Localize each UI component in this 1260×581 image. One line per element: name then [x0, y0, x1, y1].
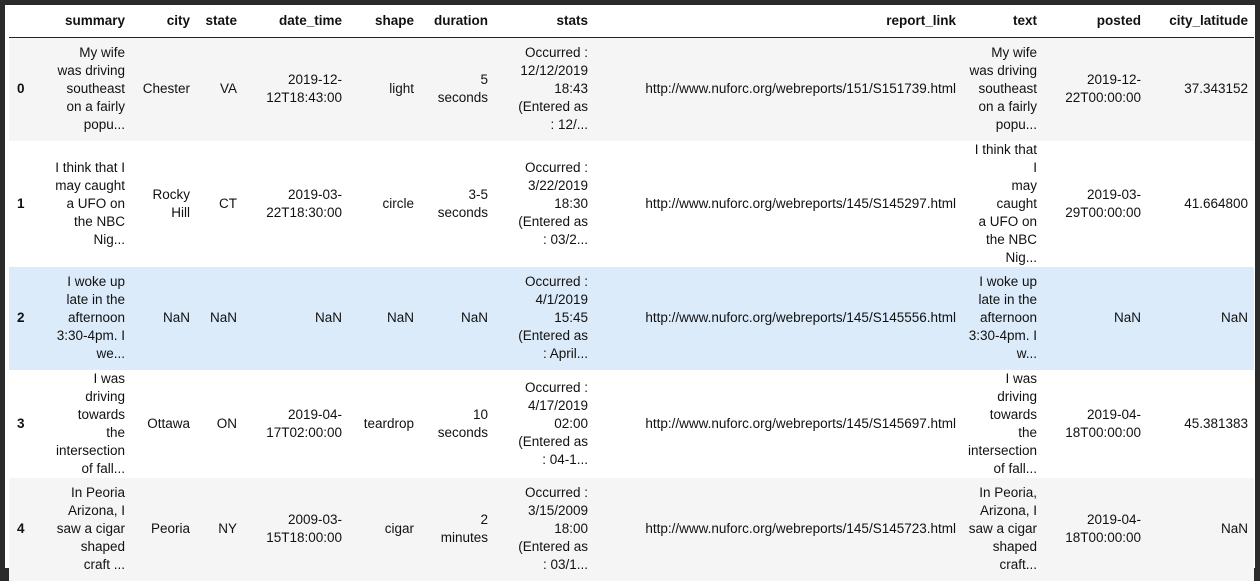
cell-report-link: http://www.nuforc.org/webreports/145/S14… — [645, 310, 956, 325]
cell-shape: cigar — [384, 521, 414, 536]
cell-report-link: http://www.nuforc.org/webreports/145/S14… — [645, 415, 956, 431]
cell-stats: Occurred : 12/12/2019 18:43 (Entered as … — [518, 45, 588, 133]
column-header-report-link: report_link — [594, 5, 962, 38]
table-row-highlighted: 2 I woke up late in the afternoon 3:30-4… — [9, 266, 1255, 370]
cell-date-time: 2019-04- 17T02:00:00 — [266, 406, 342, 440]
header-row: summary city state date_time shape durat… — [9, 5, 1255, 38]
dataframe-table: summary city state date_time shape durat… — [9, 5, 1255, 581]
cell-city: Chester — [142, 81, 190, 97]
cell-posted: 2019-03- 29T00:00:00 — [1065, 186, 1142, 220]
cell-report-link: http://www.nuforc.org/webreports/145/S14… — [645, 521, 956, 536]
column-header-posted: posted — [1043, 5, 1148, 38]
cell-state: NaN — [209, 310, 237, 325]
cell-report-link: http://www.nuforc.org/webreports/145/S14… — [645, 195, 956, 211]
cell-text: I woke up late in the afternoon 3:30-4pm… — [968, 274, 1038, 361]
cell-shape: light — [389, 81, 414, 97]
table-row: 0 My wife was driving southeast on a fai… — [9, 37, 1255, 141]
cell-posted: 2019-12- 22T00:00:00 — [1065, 72, 1142, 106]
row-index: 3 — [17, 415, 25, 431]
cell-summary: I was driving towards the intersection o… — [55, 370, 125, 476]
cell-date-time: 2019-12- 12T18:43:00 — [266, 72, 342, 106]
cell-city-latitude: 41.664800 — [1184, 195, 1249, 211]
cell-stats: Occurred : 4/1/2019 15:45 (Entered as : … — [518, 274, 588, 361]
column-header-stats: stats — [494, 5, 594, 38]
cell-summary: I woke up late in the afternoon 3:30-4pm… — [56, 274, 125, 361]
table-row: 1 I think that I may caught a UFO on the… — [9, 140, 1255, 267]
cell-duration: NaN — [460, 310, 488, 325]
row-index: 4 — [17, 521, 25, 536]
cell-city-latitude: 37.343152 — [1184, 81, 1249, 97]
column-header-city-latitude: city_latitude — [1147, 5, 1255, 38]
cell-text: My wife was driving southeast on a fairl… — [969, 45, 1038, 133]
row-index: 0 — [17, 81, 25, 97]
table-row: 3 I was driving towards the intersection… — [9, 369, 1255, 478]
cell-text: I think that I may caught a UFO on the N… — [974, 141, 1038, 265]
dataframe-output: summary city state date_time shape durat… — [5, 5, 1255, 581]
cell-posted: NaN — [1114, 310, 1142, 325]
column-header-text: text — [962, 5, 1044, 38]
cell-city-latitude: 45.381383 — [1184, 415, 1249, 431]
column-header-date-time: date_time — [243, 5, 348, 38]
table-row: 4 In Peoria Arizona, I saw a cigar shape… — [9, 477, 1255, 581]
row-index: 1 — [17, 195, 25, 211]
row-index: 2 — [17, 310, 25, 325]
cell-report-link: http://www.nuforc.org/webreports/151/S15… — [645, 81, 956, 97]
cell-text: In Peoria, Arizona, I saw a cigar shaped… — [968, 485, 1038, 572]
cell-shape: teardrop — [363, 415, 414, 431]
cell-summary: I think that I may caught a UFO on the N… — [55, 159, 125, 247]
cell-date-time: NaN — [314, 310, 342, 325]
column-header-shape: shape — [348, 5, 420, 38]
cell-city-latitude: NaN — [1221, 521, 1249, 536]
cell-city: Rocky Hill — [152, 186, 190, 220]
cell-summary: My wife was driving southeast on a fairl… — [57, 45, 125, 133]
cell-state: CT — [219, 195, 237, 211]
cell-state: VA — [219, 81, 237, 97]
cell-summary: In Peoria Arizona, I saw a cigar shaped … — [56, 485, 125, 572]
column-header-duration: duration — [420, 5, 494, 38]
column-header-index — [9, 5, 35, 38]
cell-duration: 2 minutes — [440, 512, 488, 545]
cell-posted: 2019-04- 18T00:00:00 — [1065, 406, 1142, 440]
column-header-state: state — [196, 5, 243, 38]
cell-text: I was driving towards the intersection o… — [968, 370, 1038, 476]
cell-state: ON — [216, 415, 237, 431]
cell-date-time: 2019-03- 22T18:30:00 — [266, 186, 342, 220]
cell-shape: circle — [382, 195, 414, 211]
cell-stats: Occurred : 3/22/2019 18:30 (Entered as :… — [518, 159, 588, 247]
cell-duration: 3-5 seconds — [437, 186, 488, 220]
cell-duration: 10 seconds — [437, 406, 488, 440]
cell-posted: 2019-04- 18T00:00:00 — [1065, 512, 1142, 545]
cell-shape: NaN — [386, 310, 414, 325]
column-header-city: city — [131, 5, 196, 38]
cell-stats: Occurred : 4/17/2019 02:00 (Entered as :… — [518, 379, 588, 467]
cell-stats: Occurred : 3/15/2009 18:00 (Entered as :… — [518, 485, 588, 572]
cell-city-latitude: NaN — [1221, 310, 1249, 325]
cell-date-time: 2009-03- 15T18:00:00 — [266, 512, 342, 545]
column-header-summary: summary — [35, 5, 131, 38]
cell-state: NY — [218, 521, 237, 536]
cell-city: Ottawa — [147, 415, 190, 431]
cell-duration: 5 seconds — [437, 72, 488, 106]
cell-city: Peoria — [150, 521, 190, 536]
cell-city: NaN — [162, 310, 190, 325]
